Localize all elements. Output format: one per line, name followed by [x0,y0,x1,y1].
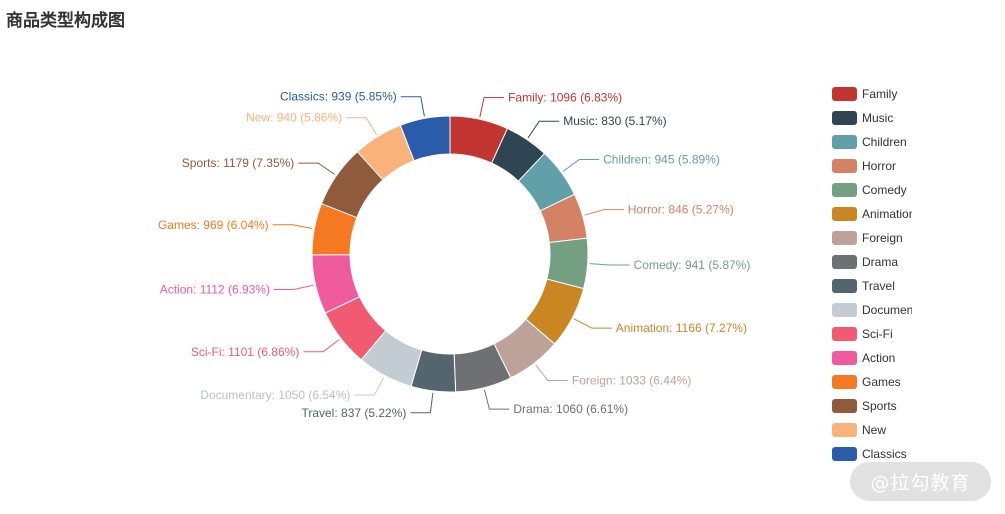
legend-label: Children [862,135,907,149]
leader-line-new [346,117,378,136]
leader-line-sports [298,162,336,175]
legend-label: Sci-Fi [862,327,893,341]
legend-swatch [832,231,857,245]
legend-item-sports[interactable]: Sports [832,394,912,418]
donut-slices [311,115,589,393]
legend-item-animation[interactable]: Animation [832,202,912,226]
legend-swatch [832,87,857,101]
slice-labels: Family: 1096 (6.83%) Music: 830 (5.17%) Ch… [158,90,750,420]
slice-label-animation: Animation: 1166 (7.27%) [616,321,747,335]
leader-line-games [272,224,313,229]
slice-label-sci-fi: Sci-Fi: 1101 (6.86%) [191,345,300,359]
legend-item-action[interactable]: Action [832,346,912,370]
leader-line-horror [584,209,624,216]
slice-label-music: Music: 830 (5.17%) [563,114,666,128]
legend-item-games[interactable]: Games [832,370,912,394]
legend-swatch [832,399,857,413]
slice-label-comedy: Comedy: 941 (5.87%) [634,258,751,272]
legend-item-new[interactable]: New [832,418,912,442]
legend-item-travel[interactable]: Travel [832,274,912,298]
slice-label-family: Family: 1096 (6.83%) [508,91,622,105]
legend-label: Games [862,375,901,389]
legend-label: Family [862,87,898,101]
slice-label-new: New: 940 (5.86%) [246,111,342,125]
legend-item-music[interactable]: Music [832,106,912,130]
legend-item-children[interactable]: Children [832,130,912,154]
slice-classics[interactable] [399,115,451,162]
legend-label: New [862,423,887,437]
legend-label: Comedy [862,183,907,197]
legend-label: Action [862,351,896,365]
slice-label-travel: Travel: 837 (5.22%) [301,406,406,420]
legend-label: Music [862,111,894,125]
legend-item-family[interactable]: Family [832,82,912,106]
chart-title: 商品类型构成图 [6,11,125,31]
legend-label: Sports [862,399,897,413]
legend-swatch [832,423,857,437]
leader-line-children [562,159,600,172]
legend-item-drama[interactable]: Drama [832,250,912,274]
slice-label-foreign: Foreign: 1033 (6.44%) [572,374,691,388]
legend-label: Travel [862,279,895,293]
leader-line-music [527,120,560,139]
leader-line-action [273,284,314,291]
slice-label-classics: Classics: 939 (5.85%) [280,90,397,104]
watermark: @拉勾教育 [850,462,991,501]
legend-swatch [832,351,857,365]
legend-swatch [832,111,857,125]
legend-item-classics[interactable]: Classics [832,442,912,466]
legend-label: Drama [862,255,899,269]
slice-label-documentary: Documentary: 1050 (6.54%) [200,388,350,402]
legend-label: Documentary [862,303,912,317]
legend-item-foreign[interactable]: Foreign [832,226,912,250]
legend-item-documentary[interactable]: Documentary [832,298,912,322]
legend-swatch [832,135,857,149]
leader-line-comedy [589,263,630,266]
legend-label: Horror [862,159,897,173]
slice-label-games: Games: 969 (6.04%) [158,218,269,232]
legend-swatch [832,255,857,269]
legend-swatch [832,327,857,341]
leader-line-travel [410,392,434,414]
legend-item-comedy[interactable]: Comedy [832,178,912,202]
legend-swatch [832,303,857,317]
legend-swatch [832,159,857,173]
slice-label-horror: Horror: 846 (5.27%) [628,203,734,217]
leader-line-documentary [354,377,385,396]
legend: Family Music Children Horror Comedy Animation… [832,82,912,466]
legend-swatch [832,183,857,197]
leader-line-classics [400,96,425,117]
legend-swatch [832,447,857,461]
legend-item-sci-fi[interactable]: Sci-Fi [832,322,912,346]
legend-swatch [832,279,857,293]
legend-swatch [832,207,857,221]
leader-line-sci-fi [303,339,340,353]
leader-line-drama [483,389,510,410]
leader-line-family [479,97,505,118]
slice-label-drama: Drama: 1060 (6.61%) [513,402,628,416]
legend-swatch [832,375,857,389]
leader-line-foreign [535,364,568,382]
slice-label-children: Children: 945 (5.89%) [603,153,720,167]
leader-line-animation [573,318,612,329]
legend-label: Foreign [862,231,903,245]
slice-label-sports: Sports: 1179 (7.35%) [182,156,295,170]
slice-label-action: Action: 1112 (6.93%) [160,283,270,297]
legend-label: Animation [862,207,912,221]
legend-item-horror[interactable]: Horror [832,154,912,178]
legend-label: Classics [862,447,907,461]
